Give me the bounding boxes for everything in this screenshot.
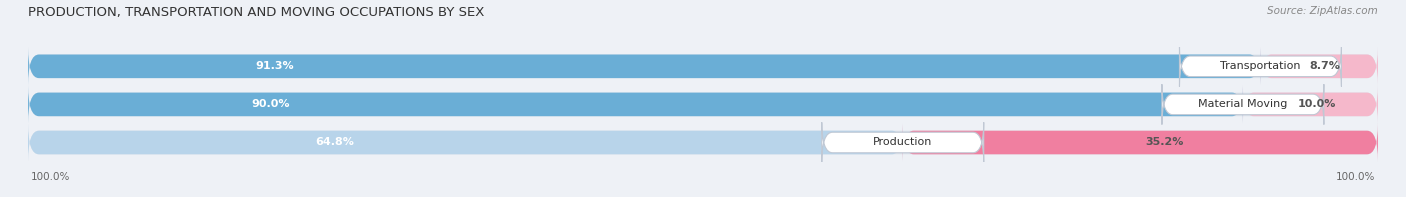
FancyBboxPatch shape bbox=[28, 86, 1378, 123]
Text: Production: Production bbox=[873, 138, 932, 148]
FancyBboxPatch shape bbox=[28, 86, 1243, 123]
Text: 35.2%: 35.2% bbox=[1144, 138, 1184, 148]
Text: 100.0%: 100.0% bbox=[31, 172, 70, 182]
FancyBboxPatch shape bbox=[821, 122, 984, 163]
Text: 100.0%: 100.0% bbox=[1336, 172, 1375, 182]
FancyBboxPatch shape bbox=[903, 124, 1378, 161]
Text: PRODUCTION, TRANSPORTATION AND MOVING OCCUPATIONS BY SEX: PRODUCTION, TRANSPORTATION AND MOVING OC… bbox=[28, 6, 485, 19]
FancyBboxPatch shape bbox=[1180, 46, 1341, 86]
FancyBboxPatch shape bbox=[1260, 48, 1378, 85]
FancyBboxPatch shape bbox=[28, 48, 1378, 85]
Text: 8.7%: 8.7% bbox=[1309, 61, 1340, 71]
Text: Source: ZipAtlas.com: Source: ZipAtlas.com bbox=[1267, 6, 1378, 16]
Text: 90.0%: 90.0% bbox=[252, 99, 290, 109]
FancyBboxPatch shape bbox=[1243, 86, 1378, 123]
Text: 10.0%: 10.0% bbox=[1298, 99, 1336, 109]
Text: 64.8%: 64.8% bbox=[315, 138, 354, 148]
FancyBboxPatch shape bbox=[28, 124, 1378, 161]
FancyBboxPatch shape bbox=[28, 124, 903, 161]
FancyBboxPatch shape bbox=[1161, 84, 1324, 125]
Text: 91.3%: 91.3% bbox=[256, 61, 294, 71]
Text: Material Moving: Material Moving bbox=[1198, 99, 1288, 109]
Text: Transportation: Transportation bbox=[1220, 61, 1301, 71]
FancyBboxPatch shape bbox=[28, 48, 1260, 85]
